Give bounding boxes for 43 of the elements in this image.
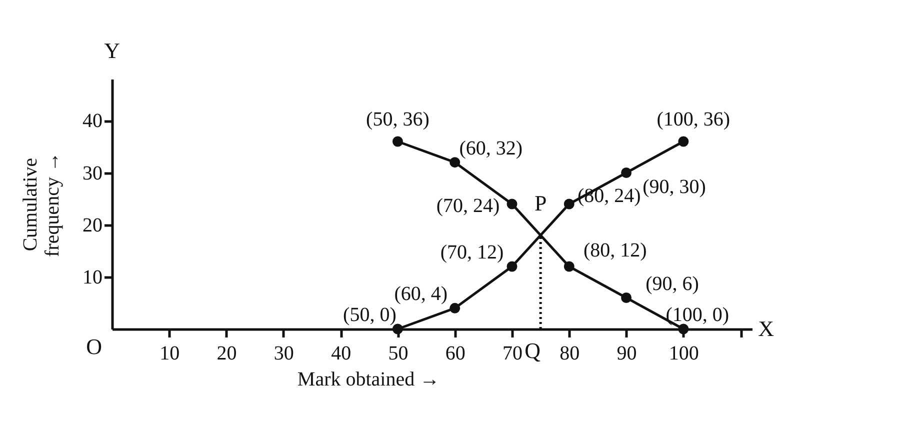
x-tick-label: 30 xyxy=(274,342,294,364)
x-tick-label: 40 xyxy=(331,342,352,364)
text: Y xyxy=(104,38,120,63)
x-axis-title: Mark obtained → xyxy=(297,368,440,390)
y-tick-label: 10 xyxy=(82,266,102,288)
x-tick-label: 90 xyxy=(616,342,637,364)
data-label: (80, 12) xyxy=(583,240,647,262)
x-tick-label: 70 xyxy=(502,342,522,364)
point xyxy=(564,261,574,272)
y-tick-label: 40 xyxy=(82,110,102,132)
x-tick-label: 20 xyxy=(216,342,237,364)
y-tick-label: 30 xyxy=(82,162,102,184)
data-label: (90, 30) xyxy=(642,176,706,198)
text: X xyxy=(758,316,774,341)
data-label: (60, 4) xyxy=(394,283,448,306)
point xyxy=(621,168,632,178)
data-label: (70, 24) xyxy=(436,195,500,217)
annotation: P xyxy=(534,190,547,216)
point xyxy=(678,136,689,147)
x-tick-label: 100 xyxy=(668,342,699,364)
data-label: (90, 6) xyxy=(646,272,699,295)
annotation: Q xyxy=(524,338,541,363)
data-label: (100, 36) xyxy=(656,108,730,130)
data-label: (50, 36) xyxy=(366,108,430,130)
x-tick-label: 80 xyxy=(560,342,580,364)
point xyxy=(450,157,460,168)
x-tick-label: 60 xyxy=(445,342,466,364)
point xyxy=(506,198,518,210)
y-axis-title: Cumulative frequency → xyxy=(20,152,64,257)
point xyxy=(392,136,403,147)
data-label: (60, 32) xyxy=(459,137,523,160)
point xyxy=(564,198,574,210)
x-tick-label: 50 xyxy=(388,342,408,364)
y-tick-label: 20 xyxy=(82,214,102,236)
data-label: (70, 12) xyxy=(440,242,504,264)
data-label: (100, 0) xyxy=(666,304,730,326)
point xyxy=(506,261,518,272)
point xyxy=(621,292,632,303)
data-label: (50, 0) xyxy=(343,304,396,326)
text: O xyxy=(86,334,102,359)
x-tick-label: 10 xyxy=(160,342,180,364)
point xyxy=(392,324,403,334)
point xyxy=(450,302,460,314)
